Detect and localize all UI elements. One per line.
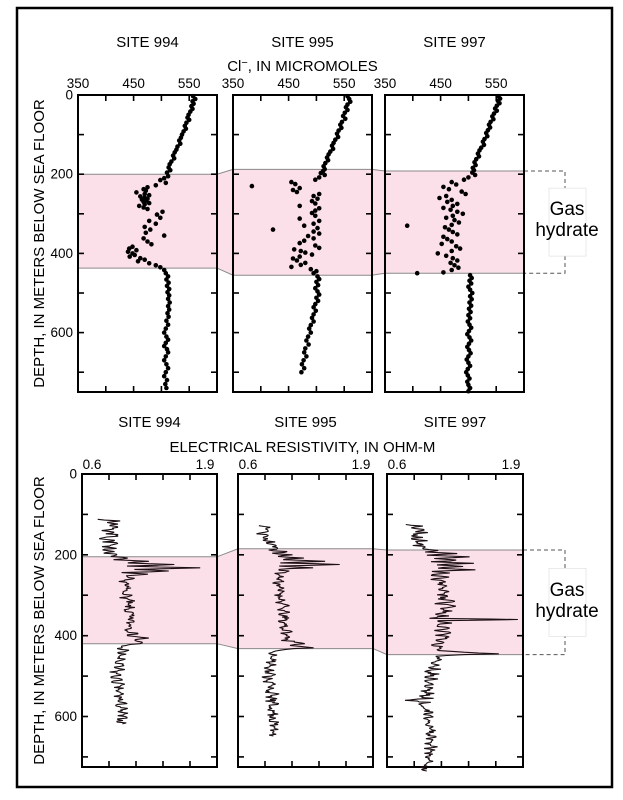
x-tick-label: 0.6 — [388, 457, 407, 472]
site-title-994-bottom: SITE 994 — [118, 414, 181, 431]
x-tick-label: 1.9 — [196, 457, 215, 472]
chloride-data-points — [404, 93, 503, 394]
y-tick-label: 200 — [54, 547, 77, 562]
site-title-994: SITE 994 — [116, 34, 179, 51]
resistivity-trace — [404, 523, 518, 772]
x-tick-label: 550 — [333, 76, 356, 91]
gas-hydrate-band-bottom-edge — [78, 267, 524, 276]
x-tick-label: 550 — [485, 76, 508, 91]
panel-site-995: 350 450 550 — [222, 76, 373, 393]
y-tick-label: 400 — [50, 246, 73, 261]
x-tick-label: 350 — [67, 76, 90, 91]
panel-frame — [81, 473, 218, 768]
y-tick-label: 0 — [69, 467, 77, 482]
axis-ticks — [78, 95, 217, 392]
gas-hydrate-label-top-line1: Gas — [550, 199, 585, 220]
panel-frame — [386, 473, 524, 768]
resistivity-chart: 0.6 1.9 0 200 400 600 0.6 1.9 0.6 1.9 — [54, 457, 587, 772]
axis-ticks — [387, 474, 523, 767]
panel-site-995: 0.6 1.9 — [237, 457, 374, 768]
site-title-995: SITE 995 — [271, 34, 334, 51]
x-tick-label: 0.6 — [239, 457, 258, 472]
y-tick-label: 200 — [50, 167, 73, 182]
y-tick-label: 400 — [54, 628, 77, 643]
x-tick-label: 450 — [277, 76, 300, 91]
gas-hydrate-band-top-edge — [78, 168, 524, 175]
panel-site-997: 0.6 1.9 — [386, 457, 524, 772]
resistivity-trace — [97, 518, 201, 725]
panel-frame — [237, 473, 374, 768]
panel-site-994: 350 450 550 0 200 400 600 — [50, 76, 218, 393]
gas-hydrate-band-top-edge — [82, 548, 523, 558]
gas-hydrate-label-backing — [548, 187, 587, 257]
axis-ticks — [233, 95, 372, 392]
site-title-997-bottom: SITE 997 — [424, 414, 487, 431]
site-title-997: SITE 997 — [423, 34, 486, 51]
x-tick-label: 1.9 — [502, 457, 521, 472]
panel-site-997: 350 450 550 — [374, 76, 525, 394]
x-tick-label: 450 — [429, 76, 452, 91]
axis-ticks — [82, 474, 217, 767]
x-axis-title-resistivity: ELECTRICAL RESISTIVITY, IN OHM-M — [170, 439, 436, 456]
y-tick-label: 600 — [54, 709, 77, 724]
panel-site-994: 0.6 1.9 0 200 400 600 — [54, 457, 218, 768]
x-tick-label: 350 — [374, 76, 397, 91]
y-axis-title-top: DEPTH, IN METERS BELOW SEA FLOOR — [31, 99, 48, 388]
site-title-995-bottom: SITE 995 — [274, 414, 337, 431]
gas-hydrate-label-bottom-line1: Gas — [550, 580, 585, 601]
chloride-chart-labels: SITE 994 SITE 995 SITE 997 Cl−, IN MICRO… — [31, 34, 599, 388]
x-tick-label: 550 — [178, 76, 201, 91]
y-axis-title-bottom: DEPTH, IN METERS BELOW SEA FLOOR — [31, 476, 48, 765]
panel-frame — [77, 94, 218, 393]
axis-ticks — [238, 474, 373, 767]
gas-hydrate-band — [82, 548, 523, 655]
x-tick-label: 450 — [122, 76, 145, 91]
y-tick-label: 0 — [65, 88, 73, 103]
chloride-chart: 350 450 550 0 200 400 600 350 450 550 350 450 550 — [50, 76, 587, 394]
panel-frame — [232, 94, 373, 393]
x-tick-label: 350 — [222, 76, 245, 91]
x-tick-label: 0.6 — [83, 457, 102, 472]
figure-border — [15, 6, 614, 789]
gas-hydrate-label-backing — [548, 567, 587, 637]
gas-hydrate-label-bottom-line2: hydrate — [535, 601, 598, 622]
x-axis-title-chloride: Cl−, IN MICROMOLES — [227, 57, 378, 75]
chloride-data-points — [249, 93, 353, 375]
y-tick-label: 600 — [50, 325, 73, 340]
gas-hydrate-label-top-line2: hydrate — [535, 220, 598, 241]
gas-hydrate-band — [78, 169, 524, 276]
resistivity-chart-labels: SITE 994 SITE 995 SITE 997 ELECTRICAL RE… — [31, 414, 599, 765]
axis-ticks — [385, 95, 524, 392]
chloride-data-points — [125, 93, 198, 391]
resistivity-trace — [256, 525, 340, 737]
panel-frame — [384, 94, 525, 393]
x-tick-label: 1.9 — [352, 457, 371, 472]
